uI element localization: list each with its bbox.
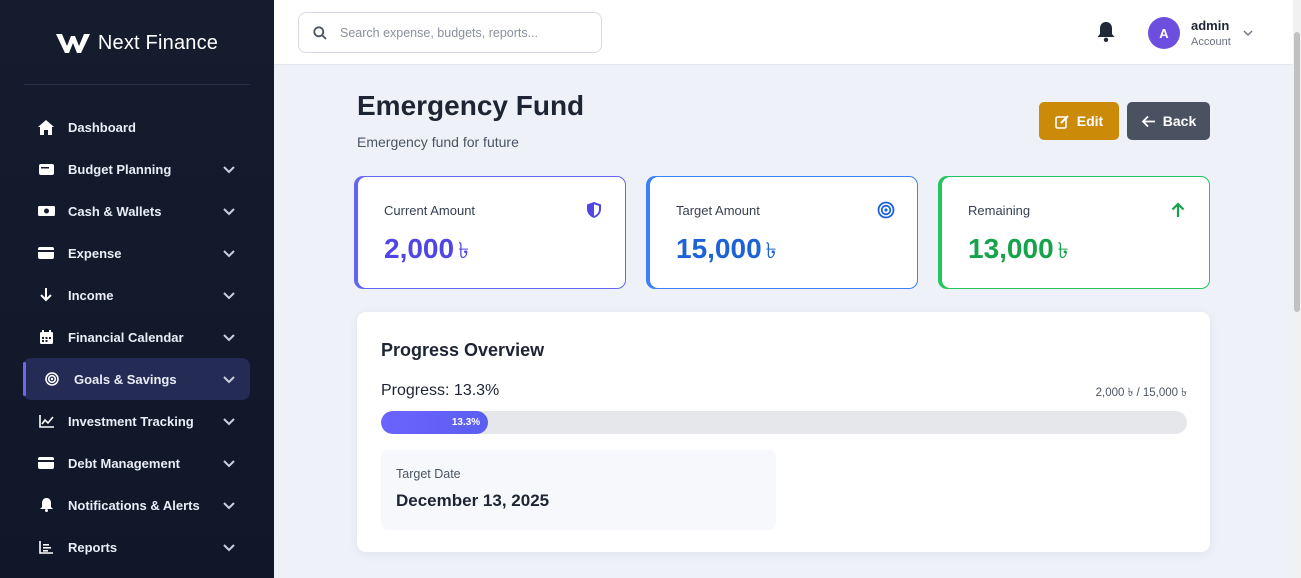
chevron-down-icon <box>223 460 235 468</box>
topbar: A admin Account <box>274 0 1293 65</box>
target-date-label: Target Date <box>396 467 461 481</box>
target-date-value: December 13, 2025 <box>396 491 550 510</box>
sidebar-item-label: Budget Planning <box>68 161 172 177</box>
money-icon <box>37 202 55 220</box>
current-amount-value: 2,000 ৳ <box>384 233 470 264</box>
edit-icon <box>1054 114 1069 129</box>
sidebar-item-cash-wallets[interactable]: Cash & Wallets <box>0 190 274 232</box>
sidebar-item-label: Dashboard <box>68 119 136 135</box>
remaining-amount-card: Remaining 13,000 ৳ <box>941 176 1210 289</box>
page-title: Emergency Fund <box>357 90 585 121</box>
back-button-label: Back <box>1162 113 1197 129</box>
arrow-down-icon <box>37 286 55 304</box>
calendar-icon <box>37 328 55 346</box>
progress-bar-fill: 13.3% <box>381 411 489 434</box>
brand-name: Next Finance <box>97 31 219 54</box>
page-subtitle: Emergency fund for future <box>357 134 519 150</box>
search-input[interactable] <box>340 25 590 40</box>
sidebar-item-label: Reports <box>68 539 118 555</box>
sidebar-item-label: Income <box>68 287 114 303</box>
sidebar-item-notifications-alerts[interactable]: Notifications & Alerts <box>0 484 274 526</box>
edit-button[interactable]: Edit <box>1039 102 1119 140</box>
remaining-amount-label: Remaining <box>968 203 1031 218</box>
target-amount-value: 15,000 ৳ <box>676 233 777 264</box>
current-amount-label: Current Amount <box>384 203 476 218</box>
user-name[interactable]: admin <box>1191 18 1230 33</box>
arrow-left-icon <box>1141 115 1155 127</box>
currency-symbol: ৳ <box>765 238 777 263</box>
home-icon <box>37 118 55 136</box>
sidebar-item-dashboard[interactable]: Dashboard <box>0 106 274 148</box>
progress-overview-title: Progress Overview <box>381 340 545 360</box>
sidebar-item-income[interactable]: Income <box>0 274 274 316</box>
sidebar-nav: Dashboard Budget Planning Cash & Wallets… <box>0 106 274 568</box>
current-amount-card: Current Amount 2,000 ৳ <box>357 176 626 289</box>
sidebar-item-label: Notifications & Alerts <box>68 497 200 513</box>
progress-bar: 13.3% <box>381 411 1187 434</box>
currency-symbol: ৳ <box>1057 238 1069 263</box>
sidebar-item-expense[interactable]: Expense <box>0 232 274 274</box>
progress-amounts: 2,000 ৳ / 15,000 ৳ <box>1095 387 1187 399</box>
sidebar-divider <box>24 84 250 85</box>
target-amount-card: Target Amount 15,000 ৳ <box>649 176 918 289</box>
back-button[interactable]: Back <box>1127 102 1210 140</box>
chevron-down-icon <box>223 292 235 300</box>
edit-button-label: Edit <box>1076 113 1104 129</box>
sidebar: Next Finance Dashboard Budget Planning C… <box>0 0 274 578</box>
chevron-down-icon[interactable] <box>1242 27 1254 39</box>
target-amount-label: Target Amount <box>676 203 760 218</box>
sidebar-item-label: Goals & Savings <box>74 371 177 387</box>
line-chart-icon <box>37 412 55 430</box>
sidebar-item-label: Investment Tracking <box>68 413 194 429</box>
remaining-amount-value: 13,000 ৳ <box>968 233 1069 264</box>
avatar[interactable]: A <box>1148 17 1180 49</box>
wallet-icon <box>37 160 55 178</box>
user-role: Account <box>1191 36 1231 48</box>
target-icon <box>43 370 61 388</box>
scrollbar[interactable] <box>1293 0 1301 578</box>
chevron-down-icon <box>223 502 235 510</box>
sidebar-item-goals-savings[interactable]: Goals & Savings <box>23 358 250 400</box>
notification-bell-icon[interactable] <box>1096 21 1116 43</box>
chevron-down-icon <box>223 250 235 258</box>
shield-icon <box>587 202 601 218</box>
progress-label: Progress: 13.3% <box>381 382 500 399</box>
bell-icon <box>37 496 55 514</box>
chevron-down-icon <box>223 334 235 342</box>
target-date-box: Target Date December 13, 2025 <box>381 450 776 530</box>
chevron-down-icon <box>223 166 235 174</box>
arrow-up-icon <box>1171 202 1185 217</box>
credit-card-icon <box>37 244 55 262</box>
sidebar-item-label: Financial Calendar <box>68 329 184 345</box>
search-box[interactable] <box>298 12 602 53</box>
currency-symbol: ৳ <box>458 238 470 263</box>
target-icon <box>877 201 895 219</box>
sidebar-item-label: Expense <box>68 245 122 261</box>
logo-icon <box>55 34 90 53</box>
sidebar-item-label: Cash & Wallets <box>68 203 162 219</box>
chevron-down-icon <box>223 544 235 552</box>
brand[interactable]: Next Finance <box>0 0 274 86</box>
sidebar-item-label: Debt Management <box>68 455 180 471</box>
sidebar-item-budget-planning[interactable]: Budget Planning <box>0 148 274 190</box>
chevron-down-icon <box>223 376 235 384</box>
sidebar-item-financial-calendar[interactable]: Financial Calendar <box>0 316 274 358</box>
sidebar-item-debt-management[interactable]: Debt Management <box>0 442 274 484</box>
search-icon <box>313 25 327 40</box>
progress-bar-label: 13.3% <box>451 417 481 428</box>
report-icon <box>37 538 55 556</box>
chevron-down-icon <box>223 418 235 426</box>
sidebar-item-investment-tracking[interactable]: Investment Tracking <box>0 400 274 442</box>
chevron-down-icon <box>223 208 235 216</box>
progress-overview-panel: Progress Overview Progress: 13.3% 2,000 … <box>357 312 1210 552</box>
credit-card-icon <box>37 454 55 472</box>
sidebar-item-reports[interactable]: Reports <box>0 526 274 568</box>
scrollbar-thumb[interactable] <box>1294 32 1300 312</box>
